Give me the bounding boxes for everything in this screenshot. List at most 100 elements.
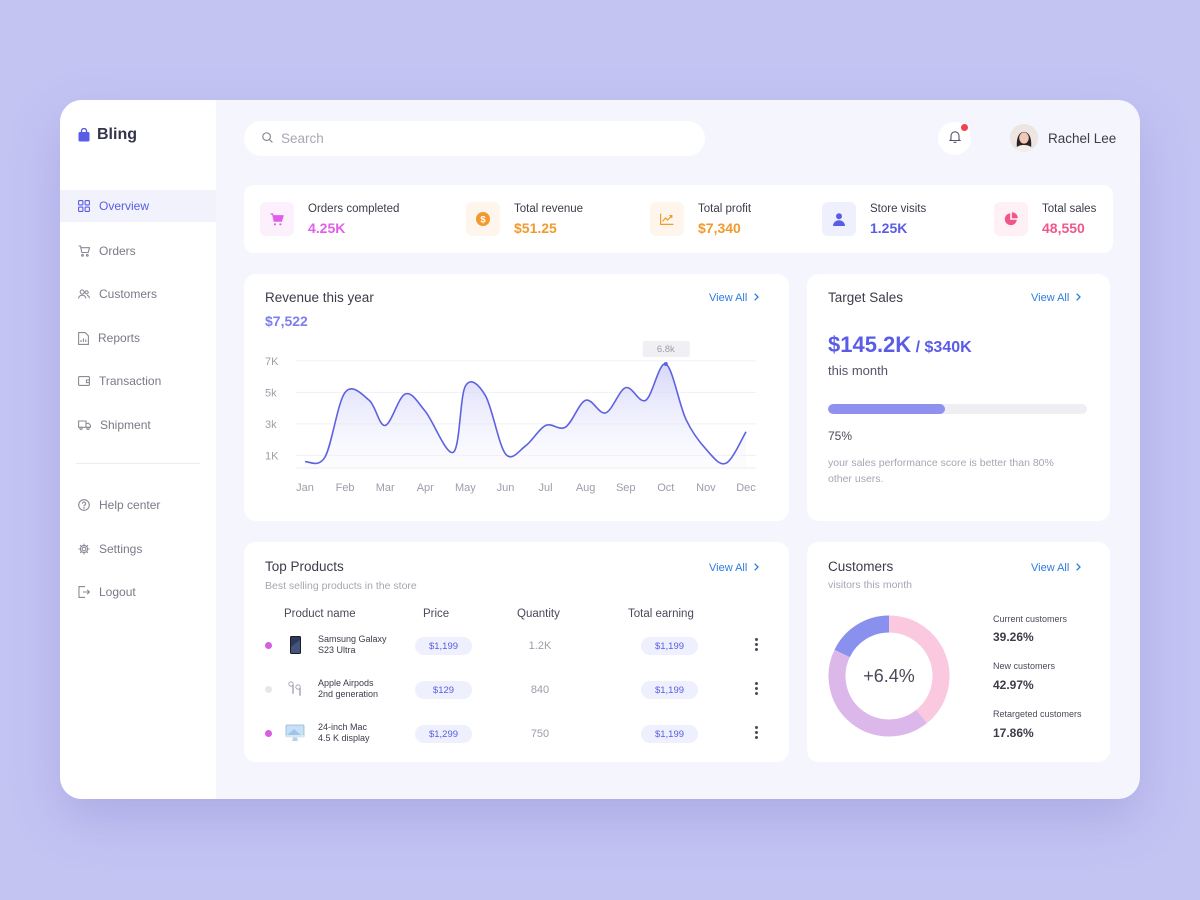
shopping-bag-icon (78, 128, 90, 142)
x-tick-label: Aug (576, 482, 596, 494)
stat-value: $51.25 (514, 219, 557, 236)
column-header[interactable]: Price (423, 608, 450, 620)
sidebar-divider (76, 463, 200, 464)
legend-label: New customers (993, 661, 1056, 671)
search-input[interactable] (281, 131, 661, 146)
dollar-coin-icon: $ (466, 202, 500, 236)
progress-percent: 75% (828, 429, 853, 443)
donut-segment[interactable] (888, 615, 950, 724)
table-row[interactable]: 24-inch Mac 4.5 K display $1,299 750 $1,… (244, 719, 789, 749)
bell-icon (948, 130, 961, 148)
trend-up-icon (650, 202, 684, 236)
user-menu[interactable]: Rachel Lee (1010, 124, 1116, 152)
stat-value: 1.25K (870, 219, 908, 236)
status-dot (265, 686, 272, 693)
donut-segment[interactable] (834, 615, 890, 658)
chevron-right-icon (754, 562, 760, 574)
product-quantity: 840 (530, 684, 550, 696)
stat-text: Orders completed 4.25K (308, 203, 399, 236)
donut-segment[interactable] (828, 649, 927, 737)
stat-value: 48,550 (1042, 219, 1085, 236)
chevron-right-icon (1076, 292, 1082, 304)
revenue-total: $7,522 (265, 313, 308, 329)
stats-bar: Orders completed 4.25K $ Total revenue $51… (244, 185, 1113, 253)
help-icon (78, 499, 90, 511)
sidebar-item-shipment[interactable]: Shipment (60, 409, 216, 441)
table-row[interactable]: Samsung Galaxy S23 Ultra $1,199 1.2K $1,… (244, 631, 789, 661)
stat-text: Total revenue $51.25 (514, 203, 583, 236)
view-all-label: View All (1031, 562, 1070, 574)
cart-icon (260, 202, 294, 236)
sidebar-item-customers[interactable]: Customers (60, 278, 216, 310)
sidebar-item-overview[interactable]: Overview (60, 190, 216, 222)
product-earning: $1,199 (641, 637, 698, 655)
sidebar-item-transaction[interactable]: Transaction (60, 365, 216, 397)
notifications-button[interactable] (938, 122, 971, 155)
sidebar-item-reports[interactable]: Reports (60, 322, 216, 354)
product-earning: $1,199 (641, 681, 698, 699)
stat-label: Orders completed (308, 202, 400, 215)
airpods-icon (285, 679, 305, 699)
stat-label: Total sales (1042, 202, 1097, 215)
view-all-link[interactable]: View All (1031, 292, 1082, 304)
card-subtitle: visitors this month (828, 579, 913, 591)
stat-label: Store visits (870, 202, 927, 215)
stat-total-profit[interactable]: Total profit $7,340 (650, 202, 751, 236)
stat-text: Total sales 48,550 (1042, 203, 1096, 236)
sidebar-item-settings[interactable]: Settings (60, 533, 216, 565)
more-options-icon[interactable] (751, 637, 761, 653)
highlight-point[interactable] (663, 362, 668, 367)
x-tick-label: Dec (736, 482, 756, 494)
target-progress-bar (828, 404, 1087, 414)
search-bar[interactable] (244, 121, 705, 156)
sidebar-item-label: Orders (99, 244, 136, 258)
avatar (1010, 124, 1038, 152)
view-all-link[interactable]: View All (1031, 562, 1082, 574)
x-tick-label: Jan (296, 482, 314, 494)
revenue-line (304, 363, 747, 465)
column-header[interactable]: Product name (284, 608, 356, 620)
stat-store-visits[interactable]: Store visits 1.25K (822, 202, 926, 236)
person-icon (822, 202, 856, 236)
customers-donut-chart (828, 615, 950, 737)
sidebar-item-label: Transaction (99, 374, 162, 388)
sidebar: Bling Overview Orders Customers Reports … (60, 100, 216, 799)
stat-label: Total revenue (514, 202, 584, 215)
truck-icon (78, 419, 91, 431)
view-all-link[interactable]: View All (709, 562, 760, 574)
more-options-icon[interactable] (751, 681, 761, 697)
stat-value: 4.25K (308, 219, 346, 236)
y-tick-label: 3k (265, 419, 277, 431)
revenue-card: Revenue this year $7,522 View All 1K 3k 5k… (244, 274, 789, 521)
x-tick-label: Jul (539, 482, 553, 494)
product-name: Samsung Galaxy S23 Ultra (318, 634, 387, 655)
sidebar-item-label: Logout (99, 585, 136, 599)
top-products-card: Top Products Best selling products in th… (244, 542, 789, 762)
stat-orders-completed[interactable]: Orders completed 4.25K (260, 202, 399, 236)
stat-total-sales[interactable]: Total sales 48,550 (994, 202, 1096, 236)
sidebar-item-help-center[interactable]: Help center (60, 489, 216, 521)
view-all-link[interactable]: View All (709, 292, 760, 304)
column-header[interactable]: Quantity (517, 608, 560, 620)
legend-label: Retargeted customers (993, 709, 1082, 719)
target-current: $145.2K (828, 332, 912, 357)
brand[interactable]: Bling (78, 126, 137, 144)
x-tick-label: Nov (696, 482, 716, 494)
logout-icon (78, 586, 90, 598)
legend-value: 39.26% (993, 630, 1034, 644)
stat-label: Total profit (698, 202, 752, 215)
table-row[interactable]: Apple Airpods 2nd generation $129 840 $1… (244, 675, 789, 705)
stat-total-revenue[interactable]: $ Total revenue $51.25 (466, 202, 583, 236)
status-dot (265, 642, 272, 649)
y-tick-label: 7K (265, 356, 279, 368)
sidebar-item-orders[interactable]: Orders (60, 235, 216, 267)
tooltip-label: 6.8k (657, 344, 675, 355)
legend-value: 42.97% (993, 678, 1034, 692)
report-icon (78, 331, 89, 345)
sidebar-item-logout[interactable]: Logout (60, 576, 216, 608)
more-options-icon[interactable] (751, 725, 761, 741)
column-header[interactable]: Total earning (628, 608, 694, 620)
x-tick-label: Jun (497, 482, 515, 494)
cart-icon (78, 245, 90, 257)
stat-text: Total profit $7,340 (698, 203, 751, 236)
